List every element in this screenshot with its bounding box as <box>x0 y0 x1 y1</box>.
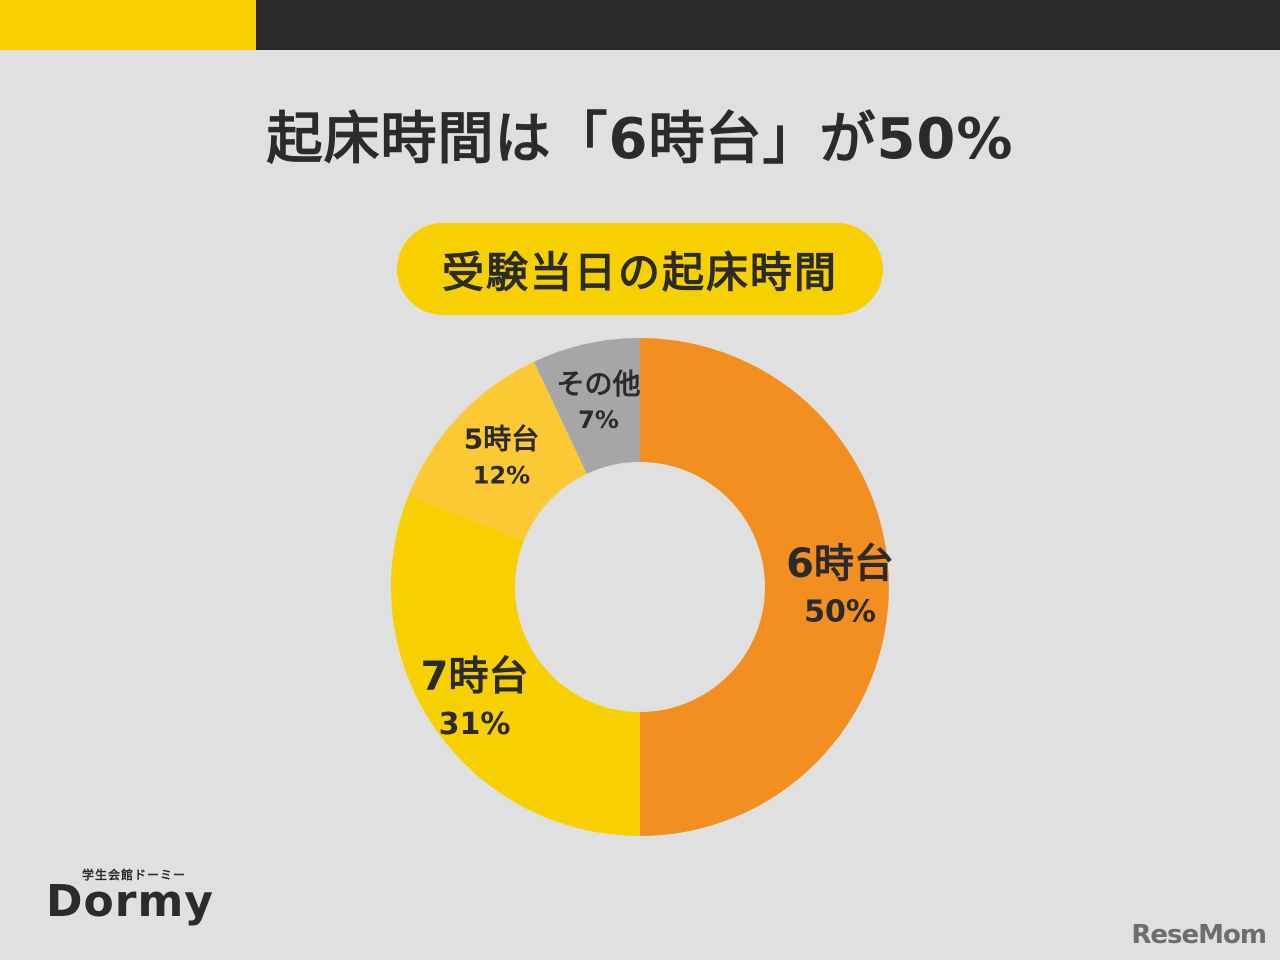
slice-6am-name-label: 6時台 <box>786 541 894 587</box>
chart-title-pill: 受験当日の起床時間 <box>397 223 883 315</box>
dormy-logo: 学生会館ドーミー Dormy <box>46 866 213 927</box>
logo-subtitle: 学生会館ドーミー <box>82 868 187 882</box>
slice-7am <box>391 495 640 836</box>
slice-other <box>533 338 640 474</box>
slice-other-value-label: 7% <box>578 406 619 434</box>
headline: 起床時間は「6時台」が50% <box>266 107 1014 172</box>
slice-other-name-label: その他 <box>557 367 641 400</box>
slice-5am-value-label: 12% <box>473 461 530 489</box>
slice-6am-value-label: 50% <box>804 595 876 630</box>
top-bar-accent <box>0 0 256 50</box>
resemom-watermark: ReseMom <box>1131 920 1267 950</box>
slice-6am <box>640 338 889 836</box>
logo-wordmark: Dormy <box>46 876 214 927</box>
slice-7am-value-label: 31% <box>439 707 511 742</box>
slice-5am <box>408 361 587 541</box>
slice-7am-name-label: 7時台 <box>421 653 529 699</box>
slice-5am-name-label: 5時台 <box>464 423 539 456</box>
chart-title: 受験当日の起床時間 <box>441 247 838 297</box>
